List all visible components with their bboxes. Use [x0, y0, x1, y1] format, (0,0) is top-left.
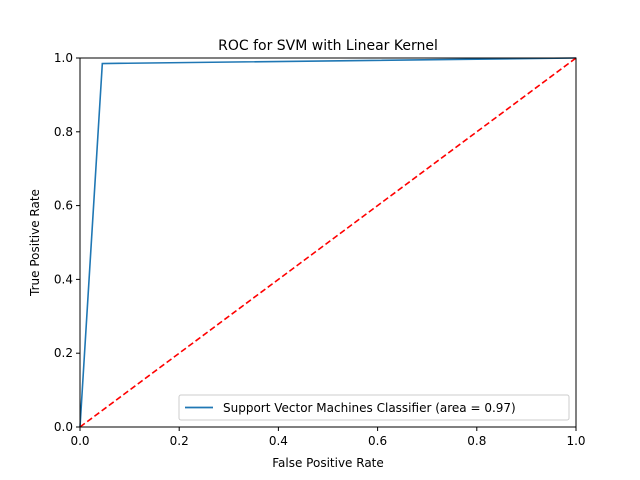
x-axis: 0.0 0.2 0.4 0.6 0.8 1.0 — [70, 427, 586, 448]
x-tick-label: 1.0 — [566, 434, 585, 448]
y-tick-label: 0.6 — [54, 199, 73, 213]
x-tick-label: 0.0 — [70, 434, 89, 448]
x-tick-label: 0.8 — [467, 434, 486, 448]
plot-series — [79, 57, 577, 428]
y-tick-label: 1.0 — [54, 51, 73, 65]
x-tick-label: 0.4 — [269, 434, 288, 448]
chart-title: ROC for SVM with Linear Kernel — [218, 38, 438, 54]
x-tick-label: 0.2 — [170, 434, 189, 448]
plot-frame — [79, 57, 577, 428]
y-tick-label: 0.0 — [54, 420, 73, 434]
legend-box — [178, 394, 570, 421]
legend: Support Vector Machines Classifier (area… — [178, 394, 570, 421]
y-axis-label: True Positive Rate — [28, 189, 42, 297]
x-tick-label: 0.6 — [368, 434, 387, 448]
y-axis: 0.0 0.2 0.4 0.6 0.8 1.0 — [54, 51, 80, 434]
y-tick-label: 0.4 — [54, 272, 73, 286]
chance-diagonal — [79, 57, 577, 428]
roc-curve-svm — [79, 57, 577, 428]
legend-label-svm: Support Vector Machines Classifier (area… — [223, 401, 516, 415]
y-tick-label: 0.2 — [54, 346, 73, 360]
x-axis-label: False Positive Rate — [272, 456, 384, 470]
y-tick-label: 0.8 — [54, 125, 73, 139]
